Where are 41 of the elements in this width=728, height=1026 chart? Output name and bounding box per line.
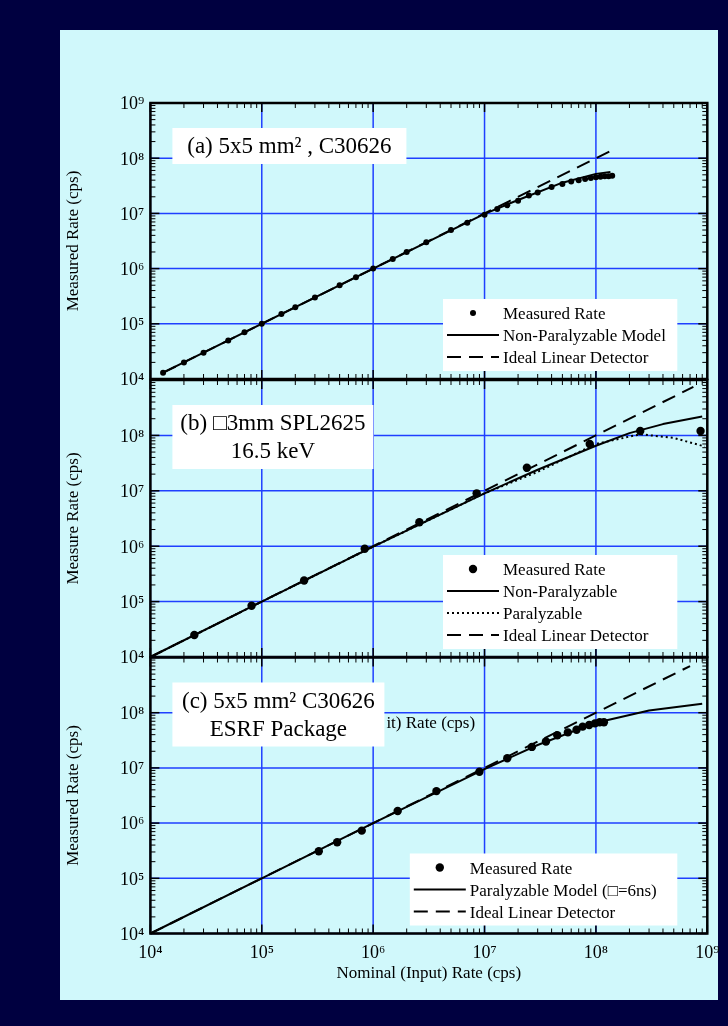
- y-axis-title: Measured Rate (cps): [63, 170, 82, 312]
- legend-label: Measured Rate: [503, 304, 606, 323]
- y-tick-label: 10⁴: [120, 647, 145, 668]
- y-tick-label: 10⁷: [120, 203, 145, 224]
- y-axis-title: Measure Rate (cps): [63, 452, 82, 585]
- y-axis-title: Measured Rate (cps): [63, 725, 82, 866]
- y-tick-label: 10⁶: [120, 536, 145, 557]
- y-tick-label: 10⁸: [120, 703, 145, 723]
- legend-label: Measured Rate: [503, 560, 606, 579]
- y-tick-label: 10⁸: [120, 425, 145, 446]
- x-tick-label: 10⁷: [472, 941, 497, 962]
- y-tick-label: 10⁶: [120, 258, 145, 279]
- y-tick-label: 10⁴: [120, 923, 145, 944]
- y-tick-label: 10⁴: [120, 369, 145, 390]
- legend-label: Paralyzable Model (□=6ns): [469, 880, 657, 900]
- legend-label: Paralyzable: [503, 604, 583, 623]
- legend-label: Ideal Linear Detector: [503, 626, 649, 645]
- y-tick-label: 10⁵: [120, 314, 145, 335]
- x-tick-label: 10⁵: [249, 941, 274, 962]
- text: (c) 5x5 mm² C30626: [182, 687, 375, 713]
- text: ESRF Package: [209, 715, 348, 741]
- x-axis-title: Nominal (Input) Rate (cps): [336, 962, 522, 982]
- y-tick-label: 10⁵: [120, 591, 145, 612]
- legend-label: Non-Paralyzable Model: [503, 326, 667, 345]
- legend-label: Non-Paralyzable: [503, 582, 618, 601]
- legend-label: Ideal Linear Detector: [503, 348, 649, 367]
- y-tick-label: 10⁶: [120, 813, 145, 834]
- x-tick-label: 10⁴: [138, 941, 163, 962]
- text: (b) □3mm SPL2625: [180, 410, 366, 435]
- text: (a) 5x5 mm² , C30626: [187, 133, 392, 158]
- legend-label: Measured Rate: [469, 858, 573, 878]
- legend-label: Ideal Linear Detector: [469, 902, 616, 922]
- y-tick-label: 10⁹: [120, 93, 145, 114]
- x-tick-label: 10⁸: [583, 941, 609, 962]
- annotation: it) Rate (cps): [386, 712, 476, 732]
- y-tick-label: 10⁵: [120, 868, 145, 889]
- x-tick-label: 10⁶: [361, 941, 386, 962]
- text: 16.5 keV: [230, 438, 316, 463]
- y-tick-label: 10⁸: [120, 148, 145, 169]
- y-tick-label: 10⁷: [120, 481, 145, 502]
- y-tick-label: 10⁷: [120, 758, 145, 779]
